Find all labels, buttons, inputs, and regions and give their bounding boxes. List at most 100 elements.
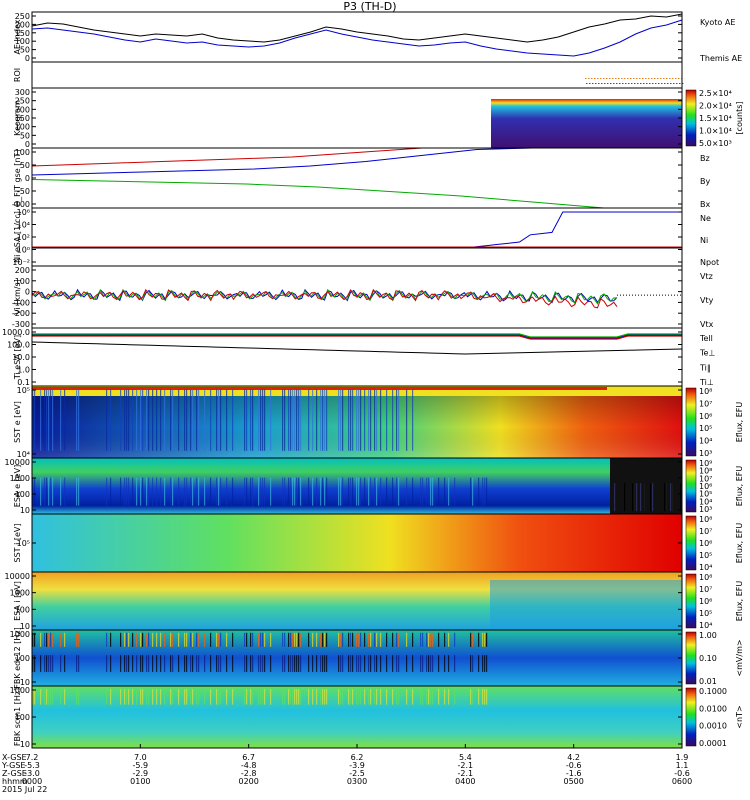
bfit-legend-Bx: Bx bbox=[700, 200, 710, 209]
ni-ytick: 10⁻² bbox=[12, 258, 30, 267]
bfit-frame bbox=[31, 147, 683, 209]
xaxis-tick-x: 7.2 bbox=[26, 753, 39, 762]
sst_i-colorbar-tick: 10⁴ bbox=[699, 563, 712, 572]
ni-ytick: 10⁰ bbox=[17, 246, 30, 255]
sst_e-ylabel: SST e [eV] bbox=[13, 401, 22, 443]
ni-legend-Ne: Ne bbox=[700, 214, 711, 223]
esa_i-ytick: 100 bbox=[15, 605, 30, 614]
roi-ylabel: ROI bbox=[13, 68, 22, 82]
xaxis-tick-z: -2.5 bbox=[349, 769, 365, 778]
vi-legend-Vtx: Vtx bbox=[700, 320, 714, 329]
keogram-ytick: 300 bbox=[15, 88, 30, 97]
fbk_b-colorbar-tick: 0.0010 bbox=[699, 722, 727, 731]
ti-legend-Te⊥: Te⊥ bbox=[699, 349, 715, 358]
xaxis-tick-x: 4.2 bbox=[567, 753, 580, 762]
keogram-ylabel: Keogram bbox=[13, 100, 22, 136]
y-axes: AE Index250200150100500ROIKeogram3002502… bbox=[2, 12, 682, 749]
xaxis-row-label: X-GSE bbox=[2, 753, 27, 762]
vi-ytick: 100 bbox=[15, 277, 30, 286]
sst_i-colorbar bbox=[685, 515, 697, 571]
vi-ytick: 0 bbox=[25, 288, 30, 297]
esa_i-ytick: 10000 bbox=[5, 572, 30, 581]
esa_i-colorbar-tick: 10⁷ bbox=[699, 585, 712, 594]
fbk_e-ytick: 1000 bbox=[10, 630, 30, 639]
vi-ytick: 200 bbox=[15, 266, 30, 275]
xaxis-tick-y: -2.1 bbox=[458, 761, 474, 770]
sst_e-colorbar-tick: 10⁴ bbox=[699, 437, 712, 446]
ti-legend-Ti⊥: Ti⊥ bbox=[699, 378, 714, 387]
bfit-ytick: 100 bbox=[15, 148, 30, 157]
esa_e-colorbar-tick: 10⁸ bbox=[699, 467, 712, 476]
xaxis-tick-t: 0500 bbox=[563, 777, 583, 786]
ni-ytick: 10⁴ bbox=[17, 221, 30, 230]
ae-ytick: 150 bbox=[15, 29, 30, 38]
ni-legend-Npot: Npot bbox=[700, 258, 719, 267]
ti-ytick: 0.1 bbox=[17, 378, 30, 387]
fbk_b-colorbar-label: <nT> bbox=[735, 705, 744, 728]
vi-ytick: -200 bbox=[12, 309, 30, 318]
sst_i-colorbar-tick: 10⁸ bbox=[699, 515, 712, 524]
bfit-ytick: 50 bbox=[20, 161, 30, 170]
xaxis-row-label: 2015 Jul 22 bbox=[2, 785, 47, 794]
ti-ytick: 10.0 bbox=[12, 353, 30, 362]
fbk_b-ytick: 100 bbox=[15, 713, 30, 722]
ni-frame bbox=[31, 207, 683, 267]
keogram-colorbar-tick: 1.0×10⁴ bbox=[699, 127, 732, 136]
xaxis-tick-t: 0000 bbox=[22, 777, 42, 786]
fbk_b-colorbar bbox=[685, 687, 697, 747]
vi-legend-Vty: Vty bbox=[700, 296, 714, 305]
fbk_b-ytick: 1000 bbox=[10, 686, 30, 695]
keogram-colorbar-tick: 5.0×10³ bbox=[699, 139, 732, 148]
xaxis-tick-t: 0600 bbox=[672, 777, 692, 786]
esa_e-ytick: 100 bbox=[15, 490, 30, 499]
bfit-legend-By: By bbox=[700, 177, 710, 186]
xaxis-tick-z: -1.6 bbox=[566, 769, 582, 778]
esa_e-colorbar-tick: 10⁷ bbox=[699, 474, 712, 483]
ae-ytick: 250 bbox=[15, 12, 30, 21]
esa_e-colorbar-tick: 10⁹ bbox=[699, 459, 712, 468]
fbk_b-ytick: 10 bbox=[20, 740, 30, 749]
roi-frame bbox=[31, 61, 683, 89]
esa_i-colorbar-tick: 10⁸ bbox=[699, 573, 712, 582]
ni-legend-Ni: Ni bbox=[700, 236, 708, 245]
keogram-ytick: 200 bbox=[15, 105, 30, 114]
esa_i-ytick: 1000 bbox=[10, 589, 30, 598]
ti-ytick: 100.0 bbox=[7, 341, 30, 350]
sst_e-colorbar bbox=[685, 387, 697, 457]
keogram-colorbar bbox=[685, 89, 697, 147]
xaxis-tick-y: -0.6 bbox=[566, 761, 582, 770]
bfit-legend-Bz: Bz bbox=[700, 154, 710, 163]
sst_e-colorbar-tick: 10⁸ bbox=[699, 387, 712, 396]
keogram-ytick: 150 bbox=[15, 114, 30, 123]
ae-ytick: 100 bbox=[15, 37, 30, 46]
ae-ytick: 200 bbox=[15, 20, 30, 29]
esa_i-ytick: 10 bbox=[20, 622, 30, 631]
bfit-ytick: -50 bbox=[17, 187, 30, 196]
keogram-colorbar-tick: 1.5×10⁴ bbox=[699, 114, 732, 123]
esa_i-colorbar-tick: 10⁴ bbox=[699, 621, 712, 630]
ti-ylabel: Ti eSA [eV] bbox=[13, 335, 22, 380]
vi-ytick: -100 bbox=[12, 298, 30, 307]
esa_e-colorbar-label: Eflux, EFU bbox=[735, 466, 744, 507]
fbk_e-ytick: 10 bbox=[20, 678, 30, 687]
fbk_b-colorbar-tick: 0.0100 bbox=[699, 704, 727, 713]
keogram-image bbox=[491, 99, 682, 148]
esa_i-colorbar-tick: 10⁵ bbox=[699, 609, 712, 618]
xaxis-tick-t: 0300 bbox=[347, 777, 367, 786]
spectrogram-stripes bbox=[32, 389, 682, 705]
esa_e-ytick: 1000 bbox=[10, 474, 30, 483]
esa_i-ylabel: ESA i [eV] bbox=[13, 581, 22, 621]
xaxis-tick-t: 0100 bbox=[130, 777, 150, 786]
xaxis-tick-z: -2.1 bbox=[458, 769, 474, 778]
esa_e-colorbar-tick: 10³ bbox=[699, 505, 712, 514]
ni-ytick: 10⁶ bbox=[17, 208, 30, 217]
ae-ytick: 0 bbox=[25, 54, 30, 63]
ae-series-Themis AE bbox=[31, 13, 683, 43]
esa_i-colorbar-label: Eflux, EFU bbox=[735, 581, 744, 622]
xaxis-tick-x: 7.0 bbox=[134, 753, 147, 762]
esa_e-colorbar-tick: 10⁵ bbox=[699, 490, 712, 499]
xaxis-tick-z: -2.8 bbox=[241, 769, 257, 778]
sst_e-colorbar-tick: 10⁷ bbox=[699, 399, 712, 408]
ti-legend-Ti‖: Ti‖ bbox=[699, 363, 711, 372]
sst_i-colorbar-tick: 10⁶ bbox=[699, 539, 712, 548]
